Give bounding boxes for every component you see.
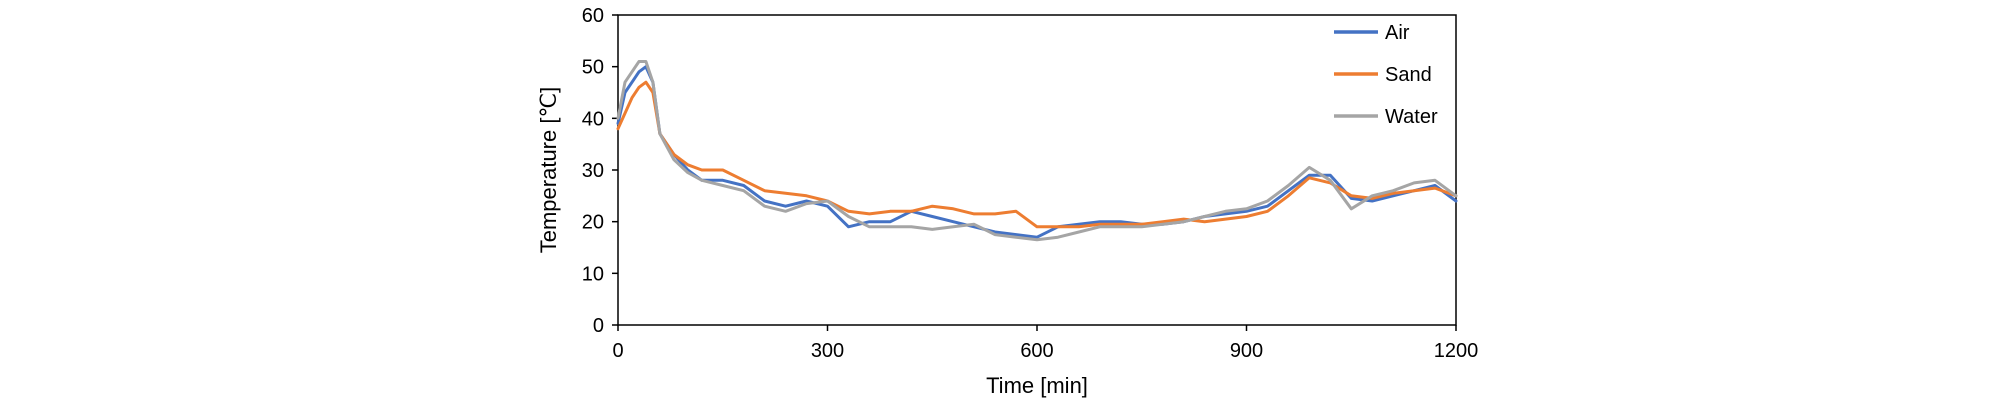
plot-frame bbox=[617, 14, 1457, 326]
x-tick-label: 1200 bbox=[1434, 340, 1479, 362]
x-tick-label: 900 bbox=[1230, 340, 1263, 362]
legend: Air Sand Water bbox=[1334, 22, 1438, 128]
y-tick-label: 10 bbox=[582, 263, 604, 285]
legend-label-sand: Sand bbox=[1385, 64, 1432, 86]
legend-label-air: Air bbox=[1385, 22, 1410, 44]
x-tick-label: 600 bbox=[1020, 340, 1053, 362]
legend-label-water: Water bbox=[1385, 106, 1438, 128]
series-line-sand bbox=[616, 80, 1458, 229]
series-line-air bbox=[616, 65, 1458, 239]
y-tick-label: 50 bbox=[582, 57, 604, 79]
x-tick-label: 300 bbox=[811, 340, 844, 362]
y-tick-label: 20 bbox=[582, 212, 604, 234]
y-tick-label: 40 bbox=[582, 108, 604, 130]
series-line-water bbox=[616, 60, 1458, 242]
y-tick-label: 60 bbox=[582, 5, 604, 27]
x-axis-title: Time [min] bbox=[986, 373, 1088, 398]
y-tick-label: 0 bbox=[593, 315, 604, 337]
x-tick-label: 0 bbox=[612, 340, 623, 362]
y-axis-title: Temperature [℃] bbox=[536, 87, 561, 254]
y-tick-label: 30 bbox=[582, 160, 604, 182]
